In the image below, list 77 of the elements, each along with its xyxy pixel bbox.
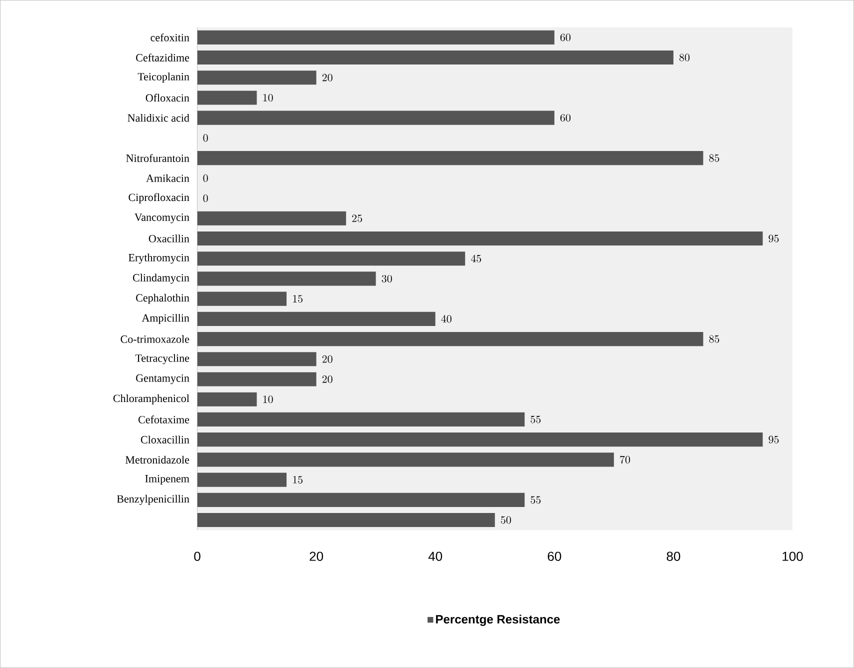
y-tick-label: Nalidixic acid bbox=[128, 114, 190, 122]
y-tick-label: Ampicillin bbox=[142, 314, 190, 324]
bar bbox=[197, 211, 346, 226]
data-label: 45 bbox=[470, 254, 482, 262]
y-tick-label: Clindamycin bbox=[132, 274, 190, 284]
legend-label: Percentge Resistance bbox=[436, 614, 560, 626]
y-tick-label: Metronidazole bbox=[126, 456, 190, 464]
data-label: 0 bbox=[203, 194, 208, 202]
data-label: 95 bbox=[768, 436, 779, 444]
x-tick-label: 20 bbox=[310, 552, 324, 561]
y-tick-label: Co-trimoxazole bbox=[120, 335, 190, 343]
x-tick-label: 0 bbox=[194, 552, 200, 561]
data-label: 15 bbox=[293, 476, 302, 484]
bar bbox=[197, 292, 287, 306]
y-tick-label: Cefotaxime bbox=[138, 416, 190, 424]
data-label: 20 bbox=[322, 375, 332, 384]
y-tick-label: Cloxacillin bbox=[140, 436, 190, 444]
bar bbox=[197, 312, 436, 326]
data-label: 20 bbox=[322, 355, 332, 363]
data-label: 80 bbox=[679, 54, 690, 62]
bar bbox=[197, 392, 257, 406]
bar bbox=[197, 90, 257, 105]
y-tick-label: Benzylpenicillin bbox=[116, 494, 190, 505]
data-label: 40 bbox=[441, 315, 452, 323]
y-tick-label: Oxacillin bbox=[148, 234, 190, 242]
y-tick-label: Chloramphenicol bbox=[113, 394, 190, 404]
y-tick-label: Ceftazidime bbox=[136, 54, 190, 62]
bar bbox=[197, 252, 466, 266]
y-tick-label: Vancomycin bbox=[134, 214, 190, 224]
data-label: 60 bbox=[560, 114, 570, 122]
data-label: 15 bbox=[293, 295, 302, 303]
bar bbox=[197, 412, 525, 427]
data-label: 30 bbox=[382, 274, 392, 282]
y-tick-label: cefoxitin bbox=[150, 33, 190, 42]
data-label: 85 bbox=[709, 335, 720, 343]
data-label: 10 bbox=[263, 94, 273, 102]
data-label: 70 bbox=[620, 456, 630, 464]
data-label: 10 bbox=[263, 396, 273, 404]
data-label: 95 bbox=[768, 234, 779, 242]
x-tick-label: 60 bbox=[548, 552, 562, 561]
bar bbox=[197, 110, 554, 125]
bar bbox=[197, 272, 376, 286]
bar bbox=[197, 151, 704, 166]
bar bbox=[197, 372, 316, 386]
data-label: 0 bbox=[203, 174, 208, 182]
y-tick-label: Tetracycline bbox=[135, 354, 190, 364]
data-label: 55 bbox=[530, 416, 541, 424]
bar bbox=[197, 70, 316, 85]
bar bbox=[197, 332, 704, 346]
y-tick-label: Amikacin bbox=[146, 174, 190, 182]
bar bbox=[197, 452, 614, 467]
y-tick-label: Ofloxacin bbox=[146, 94, 190, 102]
bar bbox=[197, 472, 287, 487]
y-tick-label: Ciprofloxacin bbox=[128, 193, 190, 204]
bar bbox=[197, 512, 495, 528]
data-label: 20 bbox=[322, 74, 332, 82]
y-tick-label: Gentamycin bbox=[136, 374, 190, 384]
x-tick-label: 40 bbox=[428, 552, 442, 561]
data-label: 55 bbox=[530, 496, 541, 504]
y-tick-label: Erythromycin bbox=[128, 254, 190, 264]
data-label: 60 bbox=[560, 34, 570, 42]
bar bbox=[197, 352, 316, 366]
bar bbox=[197, 30, 554, 44]
bar bbox=[197, 492, 525, 507]
data-label: 50 bbox=[500, 516, 511, 524]
x-tick-label: 100 bbox=[782, 552, 803, 561]
x-tick-label: 80 bbox=[666, 552, 680, 561]
bar bbox=[197, 50, 674, 65]
data-label: 25 bbox=[352, 214, 362, 222]
y-tick-label: Cephalothin bbox=[136, 294, 190, 304]
data-label: 85 bbox=[709, 154, 720, 162]
y-tick-label: Imipenem bbox=[145, 474, 190, 485]
bar bbox=[197, 231, 763, 246]
y-tick-label: Teicoplanin bbox=[138, 72, 190, 83]
bar bbox=[197, 432, 763, 447]
data-label: 0 bbox=[203, 134, 208, 142]
y-tick-label: Nitrofurantoin bbox=[126, 154, 190, 162]
